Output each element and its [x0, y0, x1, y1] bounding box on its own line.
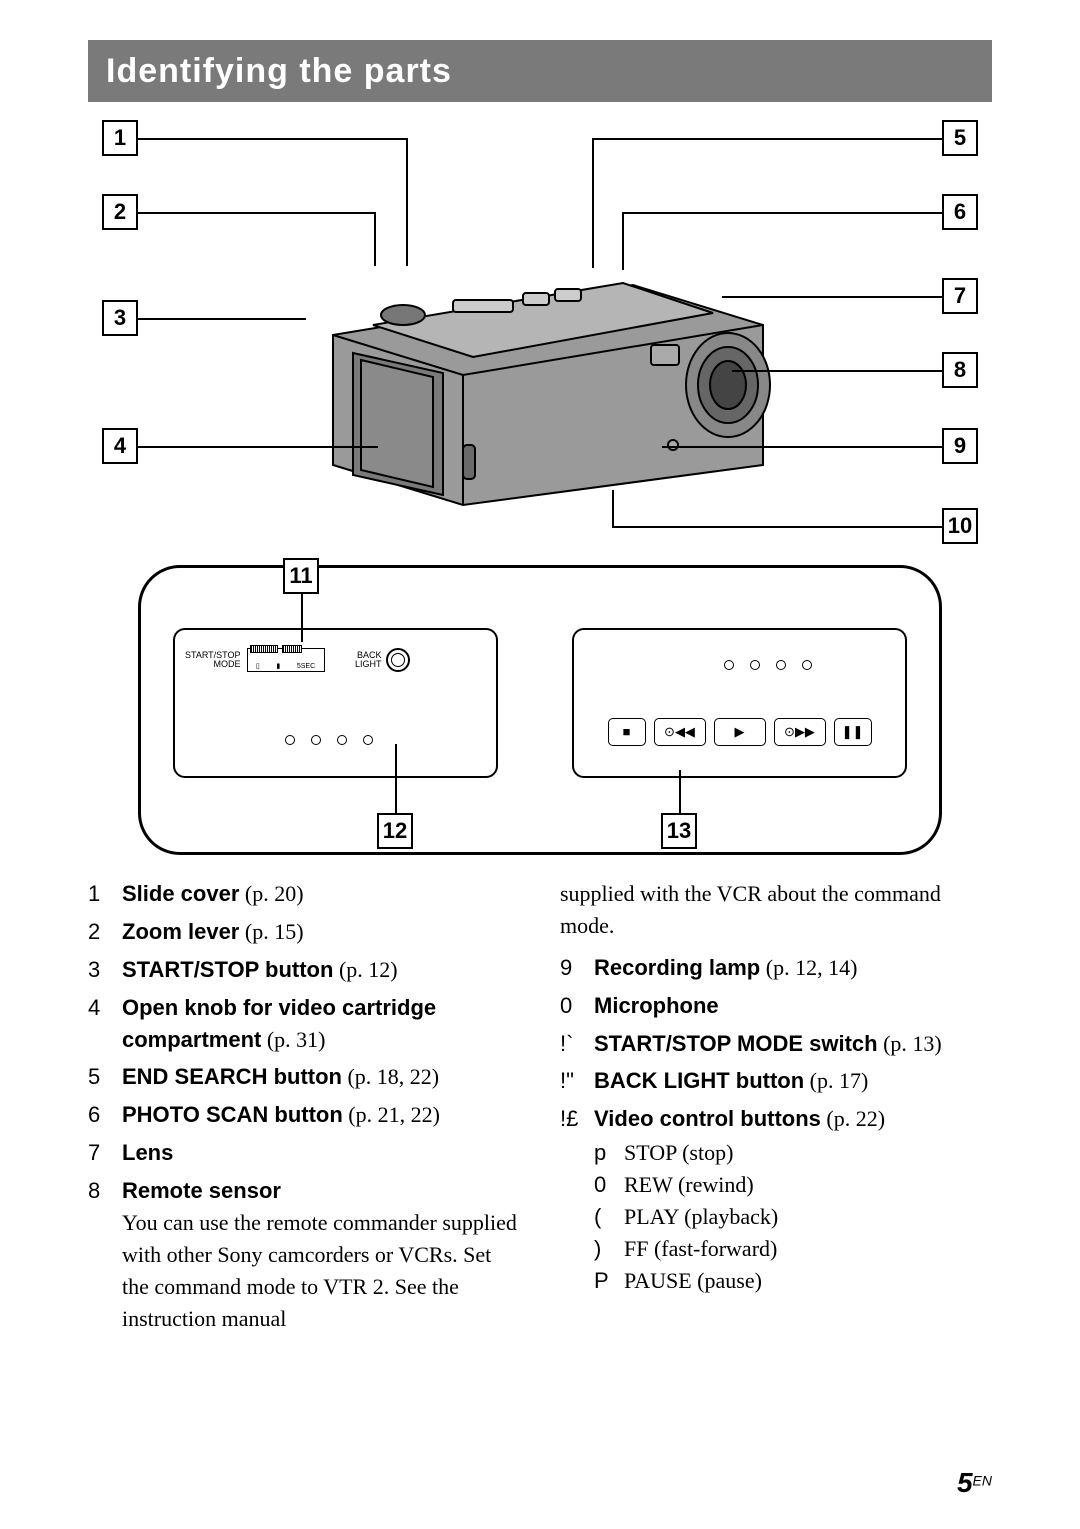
callout-13: 13 — [661, 813, 697, 849]
right-control-panel: ■ ⊙◀◀ ▶ ⊙▶▶ ❚❚ — [572, 628, 907, 778]
leader — [662, 446, 942, 448]
5sec-label: 5SEC — [297, 663, 315, 670]
callout-2: 2 — [102, 194, 138, 230]
legend-item: 7Lens — [88, 1137, 520, 1169]
leader — [138, 318, 306, 320]
leader — [622, 212, 624, 270]
callout-7: 7 — [942, 278, 978, 314]
backlight-button — [386, 648, 410, 672]
parts-legend: 1Slide cover (p. 20) 2Zoom lever (p. 15)… — [88, 878, 992, 1469]
legend-left-column: 1Slide cover (p. 20) 2Zoom lever (p. 15)… — [88, 878, 520, 1469]
start-stop-mode-switch: START/STOP MODE ▯ ▮ 5SEC — [185, 648, 325, 672]
legend-item: 0Microphone — [560, 990, 992, 1022]
legend-item: 3START/STOP button (p. 12) — [88, 954, 520, 986]
play-button-icon: ▶ — [714, 718, 766, 746]
leader — [374, 212, 376, 266]
callout-10: 10 — [942, 508, 978, 544]
header-bar: Identifying the parts — [88, 40, 992, 102]
legend-item: !`START/STOP MODE switch (p. 13) — [560, 1028, 992, 1060]
rew-button-icon: ⊙◀◀ — [654, 718, 706, 746]
ff-button-icon: ⊙▶▶ — [774, 718, 826, 746]
mounting-holes — [285, 735, 373, 745]
callout-11: 11 — [283, 558, 319, 594]
legend-item: 8Remote sensorYou can use the remote com… — [88, 1175, 520, 1334]
light-label: LIGHT — [355, 659, 382, 669]
callout-8: 8 — [942, 352, 978, 388]
callout-4: 4 — [102, 428, 138, 464]
video-control-row: ■ ⊙◀◀ ▶ ⊙▶▶ ❚❚ — [586, 718, 893, 746]
leader — [732, 370, 942, 372]
leader — [138, 212, 376, 214]
leader — [722, 296, 942, 298]
backlight-button-group: BACK LIGHT — [355, 648, 410, 672]
callout-3: 3 — [102, 300, 138, 336]
legend-item: 2Zoom lever (p. 15) — [88, 916, 520, 948]
leader — [138, 446, 378, 448]
video-button-sublist: pSTOP (stop) 0REW (rewind) (PLAY (playba… — [594, 1137, 992, 1296]
callout-6: 6 — [942, 194, 978, 230]
pause-button-icon: ❚❚ — [834, 718, 872, 746]
leader — [301, 594, 303, 642]
leader — [406, 138, 408, 266]
callout-1: 1 — [102, 120, 138, 156]
legend-right-column: supplied with the VCR about the command … — [560, 878, 992, 1469]
leader — [395, 744, 397, 814]
remote-sensor-note: You can use the remote commander supplie… — [122, 1210, 517, 1331]
legend-item: 4Open knob for video cartridge compartme… — [88, 992, 520, 1056]
control-panel-frame: 11 12 13 START/STOP MODE ▯ ▮ 5SEC — [138, 565, 942, 855]
callout-9: 9 — [942, 428, 978, 464]
legend-item: 6PHOTO SCAN button (p. 21, 22) — [88, 1099, 520, 1131]
mounting-holes — [724, 660, 812, 670]
leader — [592, 138, 594, 268]
leader — [592, 138, 942, 140]
continuation-text: supplied with the VCR about the command … — [560, 878, 992, 942]
legend-item: !£Video control buttons (p. 22) pSTOP (s… — [560, 1103, 992, 1296]
leader — [138, 138, 408, 140]
stop-button-icon: ■ — [608, 718, 646, 746]
legend-item: 1Slide cover (p. 20) — [88, 878, 520, 910]
callout-5: 5 — [942, 120, 978, 156]
camera-illustration — [273, 245, 793, 535]
page-title: Identifying the parts — [106, 52, 452, 91]
page-number: 5EN — [957, 1467, 992, 1499]
callout-12: 12 — [377, 813, 413, 849]
legend-item: 9Recording lamp (p. 12, 14) — [560, 952, 992, 984]
legend-item: !"BACK LIGHT button (p. 17) — [560, 1065, 992, 1097]
leader — [679, 770, 681, 814]
leader — [612, 526, 942, 528]
left-control-panel: START/STOP MODE ▯ ▮ 5SEC BACK LIGHT — [173, 628, 498, 778]
leader — [612, 490, 614, 528]
mode-label: MODE — [214, 659, 241, 669]
legend-item: 5END SEARCH button (p. 18, 22) — [88, 1061, 520, 1093]
leader — [622, 212, 942, 214]
diagram-area: 1 2 3 4 5 6 7 8 9 10 — [88, 110, 992, 870]
